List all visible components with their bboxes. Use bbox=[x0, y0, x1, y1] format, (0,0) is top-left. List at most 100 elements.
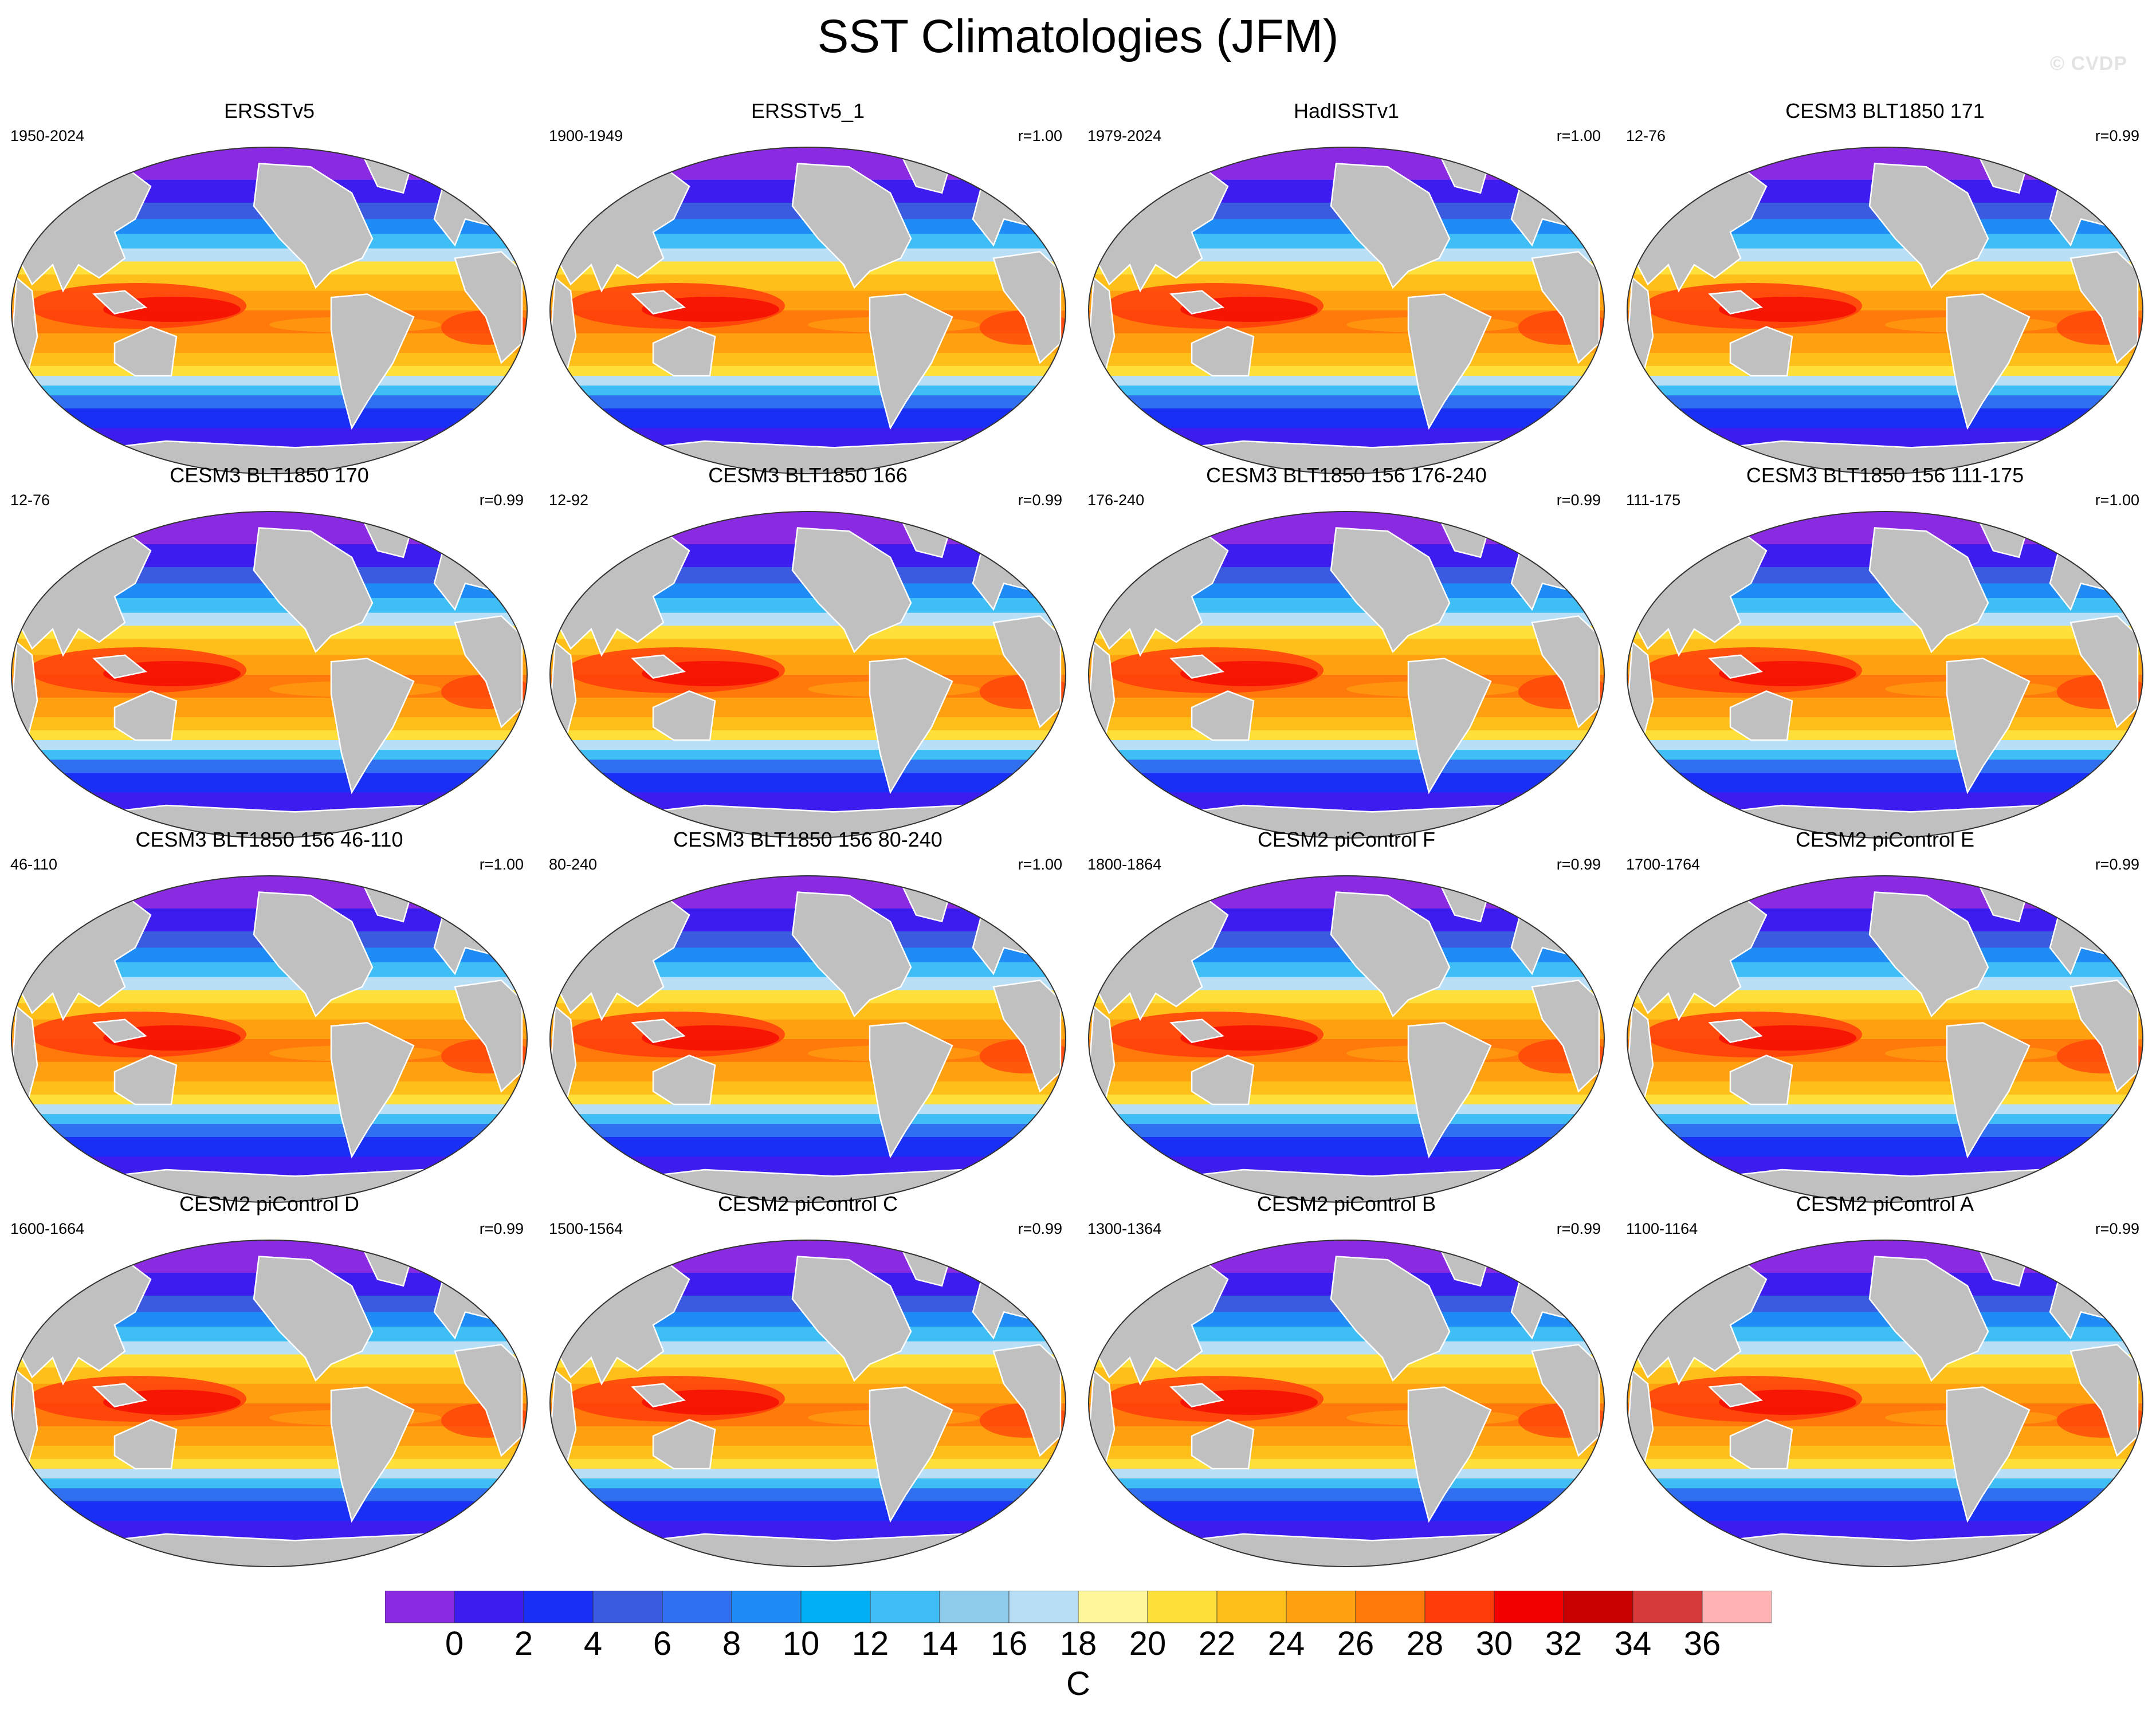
map-panel: HadISSTv1 1979-2024 r=1.00 bbox=[1083, 99, 1610, 474]
colorbar bbox=[385, 1591, 1772, 1623]
colorbar-tick-label: 20 bbox=[1129, 1625, 1167, 1662]
panel-correlation: r=0.99 bbox=[1556, 856, 1601, 873]
panel-correlation: r=1.00 bbox=[1556, 127, 1601, 144]
map-panel: CESM3 BLT1850 156 80-240 80-240 r=1.00 bbox=[544, 827, 1071, 1203]
map-panel: CESM3 BLT1850 156 176-240 176-240 r=0.99 bbox=[1083, 463, 1610, 839]
map-panel: CESM2 piControl C 1500-1564 r=0.99 bbox=[544, 1191, 1071, 1567]
panel-title: HadISSTv1 bbox=[1293, 99, 1400, 123]
map-panel: CESM2 piControl F 1800-1864 r=0.99 bbox=[1083, 827, 1610, 1203]
colorbar-swatch bbox=[1008, 1591, 1079, 1623]
panel-correlation: r=0.99 bbox=[1018, 1220, 1062, 1237]
panel-year-range: 1950-2024 bbox=[10, 127, 85, 144]
colorbar-swatch bbox=[1286, 1591, 1356, 1623]
colorbar-swatch bbox=[731, 1591, 802, 1623]
panel-year-range: 1800-1864 bbox=[1087, 856, 1162, 873]
map-panel: ERSSTv5_1 1900-1949 r=1.00 bbox=[544, 99, 1071, 474]
panel-year-range: 46-110 bbox=[10, 856, 58, 873]
colorbar-tick-label: 10 bbox=[782, 1625, 820, 1662]
colorbar-tick-label: 22 bbox=[1198, 1625, 1236, 1662]
colorbar-tick-label: 36 bbox=[1683, 1625, 1721, 1662]
panel-title: CESM3 BLT1850 171 bbox=[1785, 99, 1985, 123]
colorbar-swatch bbox=[1078, 1591, 1148, 1623]
sst-map bbox=[549, 511, 1066, 839]
sst-map bbox=[1088, 1240, 1605, 1567]
colorbar-swatch bbox=[1147, 1591, 1218, 1623]
map-panel: CESM2 piControl E 1700-1764 r=0.99 bbox=[1621, 827, 2149, 1203]
panel-title: CESM3 BLT1850 156 111-175 bbox=[1746, 463, 2024, 487]
sst-map bbox=[1088, 511, 1605, 839]
map-panel: CESM2 piControl B 1300-1364 r=0.99 bbox=[1083, 1191, 1610, 1567]
colorbar-swatch bbox=[1702, 1591, 1772, 1623]
colorbar-swatch bbox=[1563, 1591, 1633, 1623]
panel-correlation: r=1.00 bbox=[1018, 127, 1062, 144]
map-panel: CESM3 BLT1850 166 12-92 r=0.99 bbox=[544, 463, 1071, 839]
panel-correlation: r=1.00 bbox=[1018, 856, 1062, 873]
map-panel: CESM3 BLT1850 156 111-175 111-175 r=1.00 bbox=[1621, 463, 2149, 839]
panel-correlation: r=0.99 bbox=[1018, 491, 1062, 509]
panel-correlation: r=0.99 bbox=[1556, 1220, 1601, 1237]
panel-year-range: 176-240 bbox=[1087, 491, 1145, 509]
panel-year-range: 1979-2024 bbox=[1087, 127, 1162, 144]
sst-map bbox=[11, 875, 528, 1203]
colorbar-tick-label: 26 bbox=[1337, 1625, 1375, 1662]
colorbar-tick-label: 18 bbox=[1059, 1625, 1097, 1662]
panel-correlation: r=0.99 bbox=[1556, 491, 1601, 509]
panel-title: CESM2 piControl B bbox=[1256, 1192, 1436, 1216]
sst-map bbox=[11, 511, 528, 839]
map-panel: ERSSTv5 1950-2024 bbox=[6, 99, 533, 474]
colorbar-unit-label: C bbox=[1066, 1665, 1090, 1702]
panel-year-range: 12-76 bbox=[1626, 127, 1666, 144]
colorbar-tick-label: 0 bbox=[445, 1625, 464, 1662]
colorbar-swatch bbox=[592, 1591, 663, 1623]
colorbar-tick-label: 24 bbox=[1267, 1625, 1305, 1662]
colorbar-tick-label: 34 bbox=[1614, 1625, 1652, 1662]
panel-year-range: 111-175 bbox=[1626, 491, 1681, 509]
panel-title: CESM2 piControl A bbox=[1796, 1192, 1974, 1216]
panel-correlation: r=0.99 bbox=[2095, 127, 2139, 144]
sst-map bbox=[549, 875, 1066, 1203]
panel-title: ERSSTv5_1 bbox=[751, 99, 865, 123]
sst-map bbox=[549, 1240, 1066, 1567]
panel-correlation: r=1.00 bbox=[479, 856, 524, 873]
sst-map bbox=[1088, 875, 1605, 1203]
map-panel: CESM3 BLT1850 170 12-76 r=0.99 bbox=[6, 463, 533, 839]
figure-title: SST Climatologies (JFM) bbox=[817, 10, 1339, 62]
colorbar-tick-label: 12 bbox=[851, 1625, 889, 1662]
colorbar-tick-label: 14 bbox=[921, 1625, 959, 1662]
colorbar-tick-label: 2 bbox=[514, 1625, 533, 1662]
panel-correlation: r=1.00 bbox=[2095, 491, 2139, 509]
panel-title: CESM2 piControl E bbox=[1795, 828, 1975, 851]
panel-year-range: 1100-1164 bbox=[1626, 1220, 1698, 1237]
sst-map bbox=[1088, 147, 1605, 474]
colorbar-swatch bbox=[1216, 1591, 1287, 1623]
colorbar-swatch bbox=[454, 1591, 524, 1623]
colorbar-swatch bbox=[870, 1591, 940, 1623]
panel-correlation: r=0.99 bbox=[479, 491, 524, 509]
sst-map bbox=[1627, 511, 2143, 839]
panel-title: CESM3 BLT1850 156 176-240 bbox=[1206, 463, 1487, 487]
panel-year-range: 12-92 bbox=[549, 491, 589, 509]
panel-year-range: 1900-1949 bbox=[549, 127, 623, 144]
colorbar-swatch bbox=[800, 1591, 871, 1623]
panel-year-range: 80-240 bbox=[549, 856, 598, 873]
colorbar-tick-label: 8 bbox=[722, 1625, 741, 1662]
panel-correlation: r=0.99 bbox=[2095, 1220, 2139, 1237]
colorbar-tick-label: 6 bbox=[653, 1625, 672, 1662]
sst-map bbox=[1627, 1240, 2143, 1567]
panel-title: CESM3 BLT1850 156 46-110 bbox=[135, 828, 403, 851]
colorbar-tick-label: 32 bbox=[1545, 1625, 1582, 1662]
panel-year-range: 1600-1664 bbox=[10, 1220, 85, 1237]
colorbar-tick-label: 16 bbox=[990, 1625, 1028, 1662]
colorbar-swatch bbox=[662, 1591, 732, 1623]
map-panel: CESM3 BLT1850 156 46-110 46-110 r=1.00 bbox=[6, 827, 533, 1203]
panel-year-range: 1300-1364 bbox=[1087, 1220, 1162, 1237]
colorbar-swatch bbox=[1632, 1591, 1703, 1623]
map-panel: CESM2 piControl D 1600-1664 r=0.99 bbox=[6, 1191, 533, 1567]
panel-correlation: r=0.99 bbox=[479, 1220, 524, 1237]
panel-year-range: 1700-1764 bbox=[1626, 856, 1701, 873]
panel-title: CESM3 BLT1850 166 bbox=[708, 463, 908, 487]
colorbar-swatch bbox=[1494, 1591, 1564, 1623]
panel-title: CESM3 BLT1850 156 80-240 bbox=[673, 828, 942, 851]
sst-map bbox=[11, 1240, 528, 1567]
sst-map bbox=[1627, 875, 2143, 1203]
